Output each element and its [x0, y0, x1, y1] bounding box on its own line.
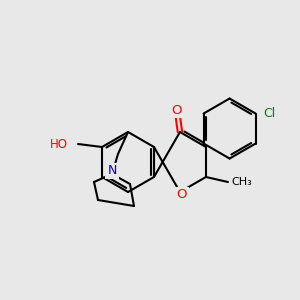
Text: N: N — [107, 164, 117, 178]
Text: O: O — [177, 188, 187, 202]
Text: HO: HO — [50, 137, 68, 151]
Text: O: O — [172, 103, 182, 116]
Text: CH₃: CH₃ — [231, 177, 252, 187]
Text: Cl: Cl — [264, 107, 276, 120]
